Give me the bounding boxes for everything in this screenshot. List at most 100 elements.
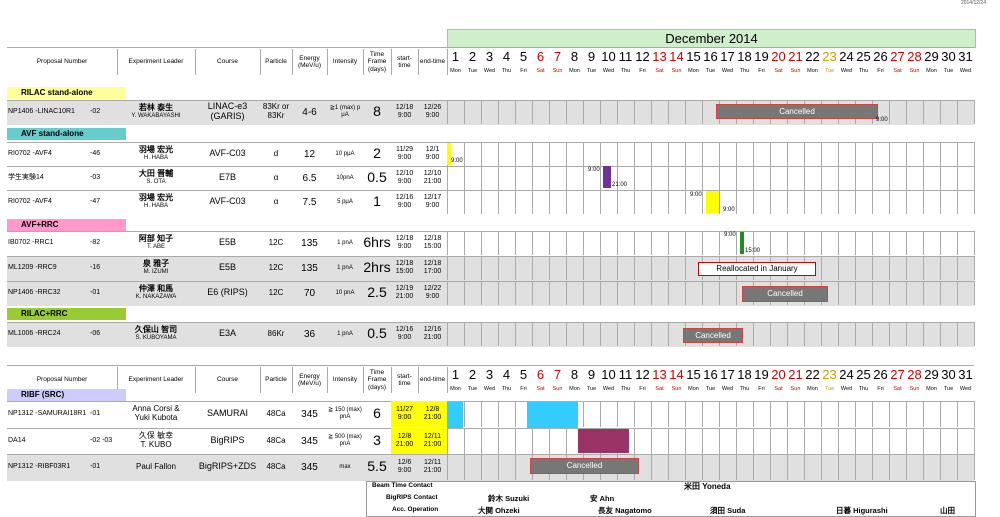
day-gridline [770,401,771,427]
day-gridline [906,256,907,280]
day-gridline [566,322,567,346]
section-avf: AVF stand-alone [7,128,126,140]
day-29: 29 [924,367,939,382]
day-gridline [515,231,516,255]
header-intensity: Intensity [327,49,364,75]
day-5: 5 [519,367,528,382]
day-gridline [498,454,499,480]
day-gridline [617,142,618,166]
energy: 36 [303,328,316,340]
dow-18: Thu [739,68,750,74]
day-gridline [515,428,516,454]
day-16: 16 [703,49,718,64]
day-gridline [906,281,907,305]
day-gridline [464,281,465,305]
day-gridline [770,142,771,166]
day-gridline [685,231,686,255]
day-gridline [651,256,652,280]
day-gridline [634,401,635,427]
day-gridline [872,256,873,280]
day-23: 23 [822,49,837,64]
day-gridline [549,322,550,346]
intensity: 1 pnA [337,330,353,337]
day-gridline [923,231,924,255]
day-gridline [498,281,499,305]
day-gridline [583,256,584,280]
day-15: 15 [686,49,701,64]
day-gridline [481,454,482,480]
day-gridline [549,142,550,166]
day-gridline [872,142,873,166]
day-6: 6 [536,49,545,64]
day-gridline [651,190,652,214]
dow-17: Wed [721,68,734,74]
day-gridline [736,401,737,427]
day-gridline [855,231,856,255]
particle: d [273,148,279,158]
day-17: 17 [720,49,735,64]
time-frame: 2hrs [363,259,391,276]
day-gridline [940,281,941,305]
time-frame: 1 [373,193,381,210]
day-gridline [702,190,703,214]
day-gridline [515,322,516,346]
day-gridline [651,142,652,166]
day-25: 25 [856,49,871,64]
day-gridline [668,281,669,305]
leader-name: 大田 晋輔 [138,169,174,179]
day-gridline [872,190,873,214]
day-gridline [702,428,703,454]
leader-name: Anna Corsi & [132,404,180,414]
day-8: 8 [570,49,579,64]
day-gridline [685,281,686,305]
energy: 70 [303,287,316,299]
proposal-sub: -02 -03 [90,437,113,445]
start-time: 12/16 9:00 [395,194,414,209]
time-frame: 3 [373,432,381,449]
leader-name: 泉 雅子 [142,259,170,269]
day-3: 3 [485,49,494,64]
particle: 12C [268,262,284,272]
dow-28: Sun [909,386,920,392]
day-gridline [753,454,754,480]
course: E5B [218,262,236,273]
energy: 345 [301,408,318,420]
day-gridline [464,428,465,454]
dow-22: Mon [807,68,818,74]
day-gridline [872,281,873,305]
day-gridline [787,231,788,255]
day-26: 26 [873,367,888,382]
day-gridline [685,100,686,124]
day-gridline [668,401,669,427]
day-gridline [974,401,975,427]
day-gridline [787,142,788,166]
table-row [7,401,974,428]
day-gridline [974,166,975,190]
day-21: 21 [788,49,803,64]
day-gridline [566,256,567,280]
intensity: ≧ 500 (max) pnA [328,434,362,447]
day-gridline [617,166,618,190]
day-gridline [464,401,465,427]
day-30: 30 [941,49,956,64]
day-gridline [974,322,975,346]
particle: 48Ca [266,461,286,471]
dow-31: Wed [959,68,972,74]
time-frame: 2.5 [367,284,387,301]
intensity: ≧ 150 (max) pnA [328,407,362,420]
day-gridline [906,100,907,124]
dow-19: Fri [758,68,765,74]
particle: 48Ca [266,435,286,445]
header-particle: Particle [260,367,293,393]
day-gridline [940,256,941,280]
day-gridline [923,166,924,190]
day-gridline [515,142,516,166]
day-gridline [702,100,703,124]
day-gridline [787,322,788,346]
course: BigRIPS+ZDS [198,461,257,472]
day-gridline [957,166,958,190]
leader-name-en: M. IZUMI [143,269,169,276]
day-16: 16 [703,367,718,382]
particle: 83Kr or 83Kr [262,102,290,120]
day-gridline [702,401,703,427]
